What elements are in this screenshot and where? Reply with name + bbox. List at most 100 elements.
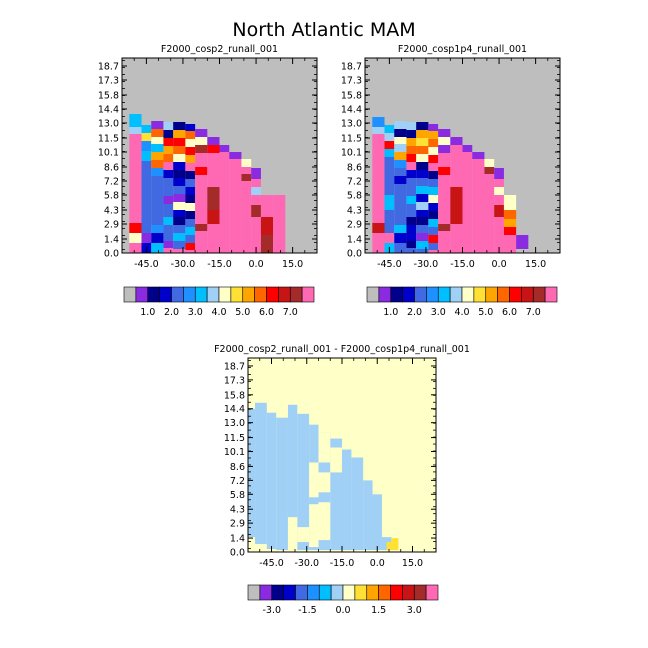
- y-tick-label: 15.8: [224, 390, 245, 401]
- heatmap-cell: [484, 174, 495, 253]
- colorbar-label: 0.0: [335, 605, 350, 616]
- heatmap-cell: [406, 248, 417, 253]
- heatmap-cell: [251, 187, 261, 195]
- heatmap-cell: [151, 168, 164, 176]
- heatmap-cell: [185, 243, 196, 250]
- heatmap-cell: [406, 241, 417, 248]
- heatmap-cell: [416, 178, 429, 186]
- heatmap-cell: [384, 157, 395, 195]
- colorbar-swatch: [521, 286, 534, 303]
- colorbar-swatch: [135, 286, 149, 303]
- heatmap-cell: [129, 233, 142, 243]
- colorbar-swatch: [266, 286, 279, 303]
- heatmap-cell: [207, 224, 220, 253]
- heatmap-cell: [416, 217, 429, 225]
- heatmap-cell: [287, 542, 298, 551]
- heatmap-cell: [450, 224, 463, 253]
- heatmap-cell: [428, 243, 439, 250]
- heatmap-cell: [173, 194, 186, 202]
- heatmap-cell: [394, 225, 407, 233]
- heatmap-cell: [438, 167, 451, 175]
- colorbar-label: 5.0: [478, 307, 493, 318]
- colorbar-label: 7.0: [283, 307, 298, 318]
- heatmap-cell: [251, 168, 261, 179]
- heatmap-cell: [428, 211, 439, 219]
- heatmap-cell: [416, 202, 429, 210]
- heatmap-cell: [416, 241, 429, 249]
- heatmap-cell: [406, 138, 417, 146]
- heatmap-cell: [462, 152, 473, 253]
- colorbar-swatch: [330, 584, 344, 601]
- heatmap-cell: [173, 225, 186, 233]
- x-tick-label: -30.0: [171, 259, 196, 270]
- heatmap-cell: [394, 121, 407, 129]
- heatmap-cell: [287, 517, 298, 543]
- heatmap-cell: [438, 137, 451, 145]
- heatmap-cell: [185, 139, 196, 147]
- x-tick-label: -15.0: [330, 558, 355, 569]
- heatmap-cell: [129, 223, 142, 233]
- heatmap-cell: [503, 195, 517, 210]
- colorbar-swatch: [171, 286, 184, 303]
- heatmap-cell: [207, 137, 220, 145]
- y-tick-label: 4.3: [230, 505, 245, 516]
- heatmap-cell: [163, 170, 174, 178]
- heatmap-cell: [416, 210, 429, 217]
- y-tick-label: 5.8: [104, 191, 119, 202]
- heatmap-cell: [287, 404, 298, 551]
- heatmap-cell: [276, 417, 288, 551]
- x-tick-label: -45.0: [134, 259, 159, 270]
- heatmap-cell: [163, 162, 174, 170]
- heatmap-cell: [428, 124, 439, 131]
- x-tick-label: 15.0: [402, 558, 423, 569]
- heatmap-cell: [428, 235, 439, 243]
- heatmap-cell: [229, 159, 242, 253]
- heatmap-cell: [163, 196, 174, 204]
- heatmap-cell: [173, 170, 186, 178]
- colorbar-swatch: [218, 286, 232, 303]
- heatmap-cell: [163, 204, 174, 217]
- heatmap-cell: [207, 153, 220, 187]
- heatmap-cell: [151, 121, 164, 129]
- heatmap-cell: [207, 145, 220, 153]
- heatmap-cell: [248, 408, 256, 538]
- heatmap-cell: [173, 233, 186, 241]
- heatmap-cell: [384, 149, 395, 157]
- colorbar-swatch: [230, 286, 244, 303]
- heatmap-cell: [394, 160, 407, 168]
- colorbar-swatch: [473, 286, 487, 303]
- heatmap-cell: [309, 462, 319, 498]
- y-tick-label: 7.2: [230, 476, 245, 487]
- heatmap-cell: [406, 162, 417, 170]
- colorbar-label: 2.0: [407, 307, 422, 318]
- heatmap-cell: [173, 146, 186, 154]
- heatmap-cell: [394, 152, 407, 160]
- y-tick-label: 18.7: [224, 361, 245, 372]
- heatmap-cell: [151, 233, 164, 243]
- heatmap-cell: [516, 235, 529, 249]
- heatmap-cell: [428, 179, 439, 187]
- y-tick-label: 14.4: [224, 404, 245, 415]
- heatmap-cell: [416, 225, 429, 233]
- heatmap-cell: [241, 174, 252, 181]
- colorbar-swatch: [342, 584, 356, 601]
- colorbar-swatch: [509, 286, 522, 303]
- heatmap-cell: [163, 178, 174, 196]
- heatmap-cell: [151, 243, 164, 253]
- colorbar-swatch: [390, 286, 403, 303]
- heatmap-cell: [363, 480, 373, 551]
- y-tick-label: 14.4: [341, 105, 362, 116]
- heatmap-cell: [141, 125, 152, 133]
- y-tick-label: 15.8: [98, 91, 119, 102]
- x-tick-label: -30.0: [294, 558, 319, 569]
- heatmap-cell: [185, 171, 196, 179]
- heatmap-cell: [384, 195, 395, 210]
- heatmap-cell: [185, 250, 196, 253]
- x-tick-label: 0.0: [370, 558, 385, 569]
- heatmap-cell: [163, 217, 174, 225]
- colorbar-swatch: [378, 584, 391, 601]
- colorbar-swatch: [123, 286, 137, 303]
- heatmap-cell: [173, 162, 186, 170]
- colorbar-label: 3.0: [431, 307, 446, 318]
- heatmap-cell: [351, 457, 364, 551]
